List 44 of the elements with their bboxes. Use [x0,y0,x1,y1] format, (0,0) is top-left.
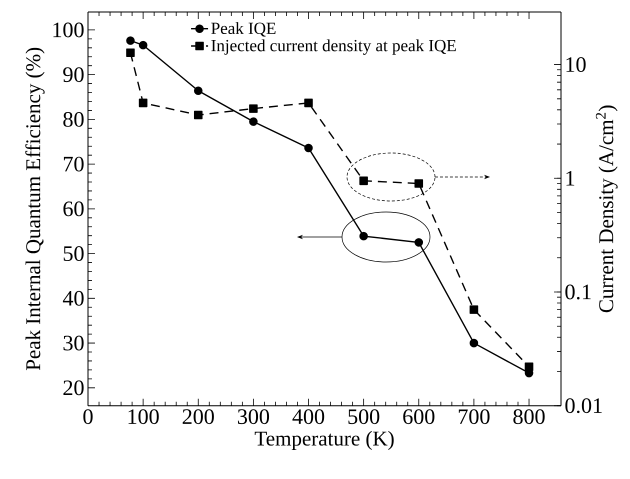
point [304,144,313,152]
point [304,98,313,108]
point [359,232,368,240]
point [359,176,368,186]
point [194,86,203,96]
y-tick-label: 70 [64,156,84,172]
point [138,98,148,108]
y-tick-label: 80 [63,112,84,127]
y2-tick-label: 1 [566,171,574,186]
x-tick-label: 300 [238,409,270,424]
point [126,36,135,45]
x-axis-title: Temperature (K) [254,430,394,450]
y2-axis-title: Current Density (A/cm$^{2}$) [596,106,618,312]
x-tick-label: 500 [348,409,380,424]
y-tick-label: 60 [63,201,84,216]
y-tick-label: 30 [64,336,84,350]
x-tick-label: 600 [403,409,434,424]
y-tick-label: 90 [63,67,84,82]
x-tick-label: 700 [458,409,490,424]
y-axis-title: Peak Internal Quantum Efficiency (%) [25,48,45,370]
x-tick-label: 400 [292,409,324,424]
x-tick-label: 0 [83,409,93,424]
point [249,104,258,113]
point [470,338,478,348]
legend-label: Injected current density at peak IQE [211,39,456,55]
y-tick-label: 100 [53,22,84,38]
legend-label: Peak IQE [211,22,276,37]
point [524,362,534,372]
y2-tick-label: 0.1 [565,284,591,300]
x-tick-label: 100 [128,409,159,424]
y-tick-label: 40 [62,290,84,306]
y-tick-label: 20 [63,380,84,396]
x-tick-label: 200 [182,409,214,424]
point [414,179,424,188]
point [470,305,478,314]
point [414,238,424,247]
y2-tick-label: 0.01 [565,398,602,414]
x-tick-label: 800 [513,409,545,424]
point [249,117,258,126]
y-tick-label: 50 [64,246,84,262]
point [126,48,135,58]
point [138,40,148,50]
y2-tick-label: 10 [566,57,586,72]
point [194,110,203,120]
